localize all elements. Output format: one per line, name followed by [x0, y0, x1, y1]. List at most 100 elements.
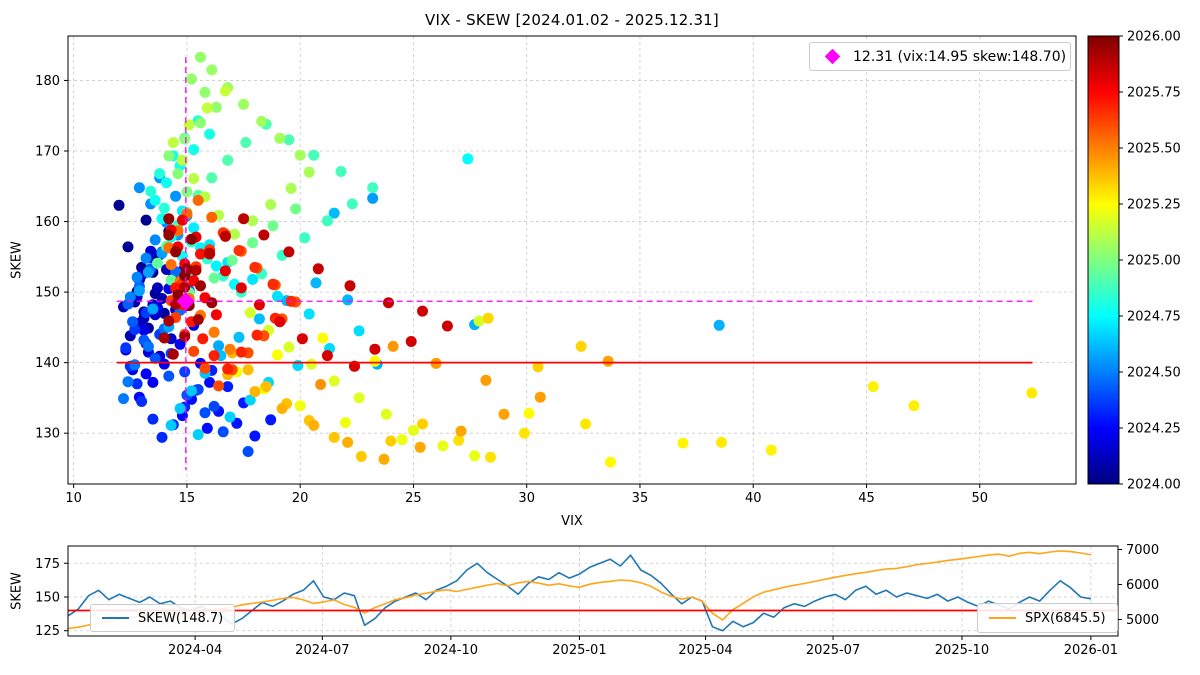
scatter-point — [206, 297, 218, 309]
colorbar-tick-label: 2024.25 — [1127, 422, 1181, 437]
scatter-point — [605, 456, 616, 468]
left-y-tick-label: 125 — [35, 624, 60, 639]
scatter-point — [283, 246, 295, 258]
x-tick-label: 20 — [292, 491, 309, 506]
scatter-point — [247, 215, 259, 227]
scatter-point — [188, 144, 200, 156]
spx-legend-label: SPX(6845.5) — [1025, 610, 1106, 626]
right-y-tick-label: 5000 — [1126, 613, 1159, 628]
scatter-point — [247, 273, 259, 285]
right-y-tick-label: 6000 — [1126, 578, 1159, 593]
x-tick-label: 2026-01 — [1064, 643, 1118, 658]
scatter-point — [118, 393, 129, 405]
scatter-point — [224, 411, 236, 423]
scatter-point — [523, 407, 535, 419]
scatter-point — [219, 230, 231, 242]
scatter-point — [242, 446, 254, 457]
scatter-point — [340, 417, 351, 429]
scatter-point — [133, 182, 145, 194]
scatter-point — [206, 64, 218, 76]
scatter-point — [380, 408, 392, 420]
scatter-point — [238, 98, 250, 110]
scatter-point — [213, 380, 225, 392]
scatter-point — [267, 278, 279, 290]
scatter-point — [407, 424, 419, 436]
scatter-point — [296, 333, 308, 345]
scatter-point — [253, 313, 265, 325]
x-tick-label: 25 — [405, 491, 422, 506]
skew-axis-label-top: SKEW — [9, 241, 25, 279]
y-tick-label: 180 — [35, 74, 60, 89]
scatter-point — [195, 51, 206, 63]
scatter-point — [328, 431, 340, 443]
scatter-point — [315, 379, 327, 390]
scatter-point — [716, 436, 727, 448]
scatter-point — [149, 234, 161, 246]
scatter-point — [303, 308, 315, 320]
y-tick-label: 150 — [35, 286, 60, 301]
x-tick-label: 2025-10 — [935, 643, 989, 658]
scatter-point — [163, 315, 175, 327]
scatter-point — [353, 325, 365, 337]
scatter-point — [310, 277, 322, 289]
x-tick-label: 45 — [858, 491, 875, 506]
scatter-point — [195, 117, 206, 129]
scatter-point — [120, 342, 132, 354]
scatter-point — [244, 394, 256, 406]
scatter-point — [210, 101, 222, 113]
scatter-point — [142, 266, 154, 278]
scatter-point — [163, 150, 175, 162]
scatter-point — [417, 305, 428, 317]
scatter-point — [195, 248, 206, 260]
scatter-point — [127, 316, 139, 328]
scatter-point — [253, 299, 265, 311]
scatter-point — [335, 166, 347, 177]
scatter-point — [242, 364, 254, 376]
scatter-point — [518, 427, 530, 439]
x-tick-label: 2024-10 — [424, 643, 478, 658]
scatter-point — [145, 185, 157, 197]
x-tick-label: 35 — [632, 491, 649, 506]
scatter-point — [188, 222, 200, 234]
scatter-point — [165, 259, 177, 271]
scatter-point — [294, 149, 306, 161]
scatter-point — [152, 282, 163, 294]
colorbar-gradient — [1088, 36, 1119, 484]
scatter-point — [260, 381, 272, 393]
scatter-point — [308, 419, 320, 431]
scatter-point — [238, 213, 250, 225]
scatter-point — [222, 363, 234, 375]
scatter-point — [321, 350, 333, 362]
scatter-point — [122, 241, 134, 253]
series-line-right — [67, 550, 1092, 630]
scatter-point — [272, 349, 283, 361]
scatter-point — [192, 429, 204, 441]
scatter-point — [342, 436, 354, 448]
scatter-point — [283, 341, 295, 353]
scatter-point — [346, 198, 358, 210]
scatter-point — [367, 182, 379, 194]
scatter-point — [149, 194, 161, 206]
x-tick-label: 2025-04 — [678, 643, 732, 658]
scatter-point — [867, 381, 879, 393]
scatter-point — [179, 281, 191, 293]
spx-legend: SPX(6845.5) — [977, 603, 1118, 633]
scatter-point — [240, 137, 252, 148]
scatter-point — [267, 220, 279, 232]
colorbar-tick-label: 2025.75 — [1127, 86, 1181, 101]
scatter-point — [181, 186, 193, 198]
scatter-point — [317, 332, 329, 344]
scatter-point — [152, 257, 163, 269]
scatter-point — [387, 340, 399, 352]
scatter-point — [213, 340, 225, 352]
scatter-point — [179, 270, 191, 282]
scatter-point — [226, 254, 238, 266]
scatter-point — [222, 154, 234, 166]
scatter-point — [210, 309, 222, 321]
scatter-point — [385, 435, 397, 447]
scatter-point — [469, 450, 481, 462]
scatter-point — [441, 320, 453, 332]
x-tick-label: 50 — [971, 491, 988, 506]
skew-legend-label: SKEW(148.7) — [138, 610, 224, 626]
left-y-tick-label: 175 — [35, 557, 60, 572]
